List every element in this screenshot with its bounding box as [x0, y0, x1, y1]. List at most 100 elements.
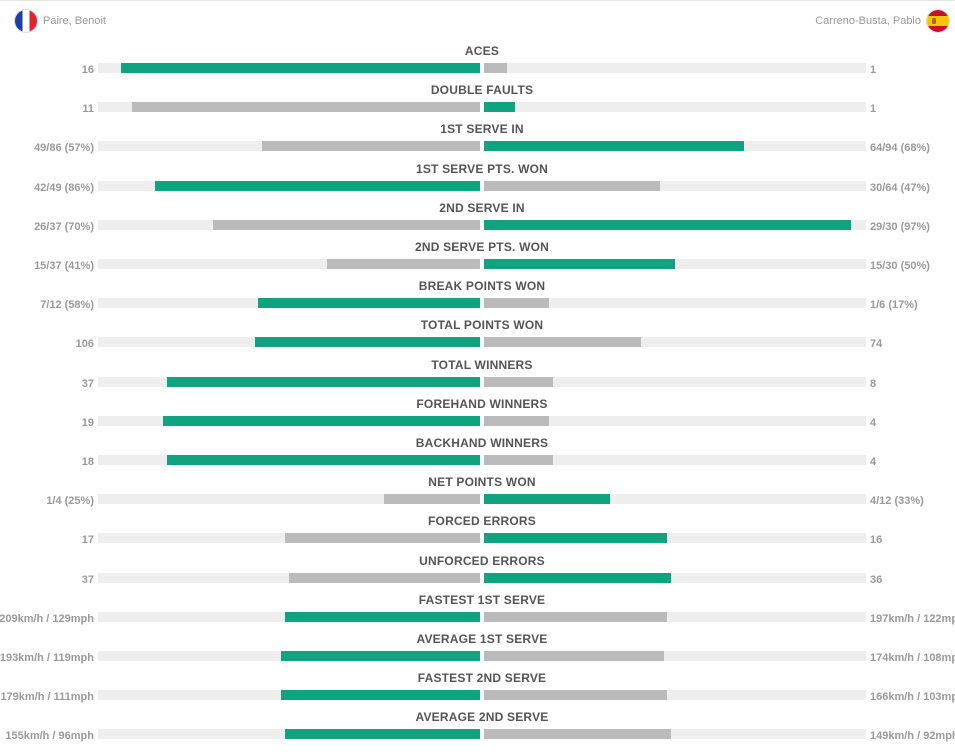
- top-divider: [0, 0, 955, 1]
- stat-label: FOREHAND WINNERS: [416, 397, 548, 411]
- stat-value-right: 4: [870, 417, 877, 429]
- bar-track-right: [484, 729, 866, 739]
- stat-label: TOTAL WINNERS: [431, 358, 533, 372]
- stat-value-right: 166km/h / 103mph: [870, 691, 955, 703]
- stat-row: 2ND SERVE PTS. WON 15/37 (41%) 15/30 (50%): [0, 237, 955, 276]
- stat-value-left: 106: [75, 338, 94, 350]
- stat-row: NET POINTS WON 1/4 (25%) 4/12 (33%): [0, 472, 955, 511]
- bar-track-right: [484, 377, 866, 387]
- stat-row: DOUBLE FAULTS 11 1: [0, 80, 955, 119]
- stat-value-left: 37: [81, 378, 94, 390]
- bar-right: [484, 729, 671, 739]
- bar-right: [484, 337, 641, 347]
- bar-track-left: [98, 63, 480, 73]
- bar-right: [484, 416, 549, 426]
- stat-value-left: 193km/h / 119mph: [0, 652, 94, 664]
- stat-row: TOTAL POINTS WON 106 74: [0, 315, 955, 354]
- bar-left: [285, 612, 480, 622]
- bar-track-left: [98, 377, 480, 387]
- stat-row: UNFORCED ERRORS 37 36: [0, 551, 955, 590]
- stat-row: FORCED ERRORS 17 16: [0, 511, 955, 550]
- stat-value-left: 18: [81, 456, 94, 468]
- bar-track-right: [484, 612, 866, 622]
- stat-value-right: 30/64 (47%): [870, 182, 930, 194]
- bar-track-right: [484, 573, 866, 583]
- bar-left: [285, 729, 480, 739]
- stat-value-left: 19: [81, 417, 94, 429]
- stat-label: AVERAGE 1ST SERVE: [416, 632, 548, 646]
- bar-left: [289, 573, 480, 583]
- stat-value-right: 4/12 (33%): [870, 495, 924, 507]
- bar-right: [484, 651, 664, 661]
- stat-value-left: 42/49 (86%): [34, 182, 94, 194]
- stat-row: 1ST SERVE PTS. WON 42/49 (86%) 30/64 (47%): [0, 159, 955, 198]
- stat-label: FASTEST 2ND SERVE: [417, 671, 547, 685]
- bar-left: [255, 337, 480, 347]
- stat-row: ACES 16 1: [0, 41, 955, 80]
- bar-left: [281, 690, 480, 700]
- stat-label: 2ND SERVE IN: [439, 201, 525, 215]
- bar-track-left: [98, 690, 480, 700]
- stat-value-right: 74: [870, 338, 883, 350]
- stat-value-right: 174km/h / 108mph: [870, 652, 955, 664]
- bar-track-left: [98, 729, 480, 739]
- stat-value-right: 64/94 (68%): [870, 142, 930, 154]
- stat-label: TOTAL POINTS WON: [420, 318, 544, 332]
- bar-track-left: [98, 416, 480, 426]
- bar-left: [163, 416, 480, 426]
- bar-track-right: [484, 181, 866, 191]
- stat-label: FASTEST 1ST SERVE: [418, 593, 546, 607]
- bar-left: [155, 181, 480, 191]
- player-left: Paire, Benoit: [15, 10, 106, 32]
- bar-left: [167, 377, 480, 387]
- bar-right: [484, 573, 671, 583]
- stat-row: FASTEST 1ST SERVE 209km/h / 129mph 197km/h…: [0, 590, 955, 629]
- bar-right: [484, 102, 515, 112]
- stat-row: 2ND SERVE IN 26/37 (70%) 29/30 (97%): [0, 198, 955, 237]
- bar-track-left: [98, 181, 480, 191]
- stat-label: FORCED ERRORS: [428, 514, 536, 528]
- bar-track-left: [98, 573, 480, 583]
- stat-value-left: 26/37 (70%): [34, 221, 94, 233]
- stat-label: DOUBLE FAULTS: [430, 83, 534, 97]
- bar-track-left: [98, 612, 480, 622]
- bar-left: [327, 259, 480, 269]
- stat-value-left: 15/37 (41%): [34, 260, 94, 272]
- bar-right: [484, 141, 744, 151]
- player-left-name: Paire, Benoit: [43, 15, 106, 27]
- bar-track-left: [98, 455, 480, 465]
- bar-left: [213, 220, 480, 230]
- player-right-name: Carreno-Busta, Pablo: [815, 15, 921, 27]
- bar-right: [484, 494, 610, 504]
- bar-left: [285, 533, 480, 543]
- bar-right: [484, 612, 667, 622]
- bar-track-right: [484, 141, 866, 151]
- bar-track-left: [98, 259, 480, 269]
- stat-label: NET POINTS WON: [428, 475, 536, 489]
- bar-track-left: [98, 102, 480, 112]
- stat-row: FASTEST 2ND SERVE 179km/h / 111mph 166km/h…: [0, 668, 955, 707]
- player-right: Carreno-Busta, Pablo: [815, 10, 949, 32]
- stat-row: BREAK POINTS WON 7/12 (58%) 1/6 (17%): [0, 276, 955, 315]
- stat-value-left: 49/86 (57%): [34, 142, 94, 154]
- stat-label: ACES: [464, 44, 500, 58]
- bar-left: [132, 102, 480, 112]
- stat-label: UNFORCED ERRORS: [419, 554, 545, 568]
- bar-track-right: [484, 533, 866, 543]
- stat-value-left: 11: [82, 103, 94, 115]
- stat-value-right: 1/6 (17%): [870, 299, 918, 311]
- bar-left: [121, 63, 480, 73]
- bar-track-right: [484, 337, 866, 347]
- stat-label: 1ST SERVE IN: [440, 122, 524, 136]
- bar-track-left: [98, 298, 480, 308]
- bar-track-right: [484, 690, 866, 700]
- stat-value-left: 17: [81, 534, 94, 546]
- bar-right: [484, 220, 851, 230]
- stat-row: AVERAGE 1ST SERVE 193km/h / 119mph 174km/h…: [0, 629, 955, 668]
- bar-left: [281, 651, 480, 661]
- bar-track-left: [98, 141, 480, 151]
- bar-track-right: [484, 416, 866, 426]
- flag-spain-icon: [927, 10, 949, 32]
- stat-label: BACKHAND WINNERS: [415, 436, 549, 450]
